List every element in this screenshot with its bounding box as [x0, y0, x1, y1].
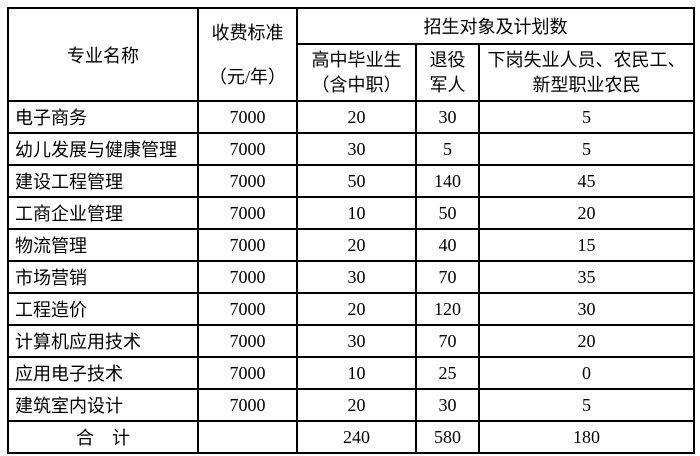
hs-grad-cell: 20 — [296, 292, 417, 326]
table-row: 建筑室内设计 7000 20 30 5 — [7, 388, 696, 422]
major-cell: 物流管理 — [7, 228, 199, 262]
major-cell: 计算机应用技术 — [7, 324, 199, 358]
header-hs-grad-line1: 高中毕业生 — [311, 49, 402, 70]
header-fee-line1: 收费标准 — [211, 22, 284, 43]
total-row: 合 计 240 580 180 — [7, 420, 696, 454]
fee-cell: 7000 — [197, 196, 298, 230]
table-row: 计算机应用技术 7000 30 70 20 — [7, 324, 696, 358]
total-label-cell: 合 计 — [7, 420, 199, 454]
header-laidoff-line1: 下岗失业人员、农民工、 — [487, 49, 686, 70]
laidoff-cell: 5 — [477, 132, 696, 166]
major-cell: 工商企业管理 — [7, 196, 199, 230]
veteran-cell: 70 — [415, 260, 480, 294]
header-hs-grad: 高中毕业生 （含中职） — [296, 43, 417, 102]
veteran-cell: 5 — [415, 132, 480, 166]
fee-cell: 7000 — [197, 292, 298, 326]
fee-cell: 7000 — [197, 356, 298, 390]
header-row-1: 专业名称 收费标准 （元/年） 招生对象及计划数 — [7, 7, 696, 102]
total-laidoff-cell: 180 — [477, 420, 696, 454]
major-cell: 建设工程管理 — [7, 164, 199, 198]
header-hs-grad-lines: 高中毕业生 （含中职） — [299, 48, 414, 98]
header-row-2: 高中毕业生 （含中职） 退役 军人 下岗失业人员、农民工、 新型职业农民 — [8, 43, 696, 102]
fee-cell: 7000 — [197, 388, 298, 422]
header-veteran-line1: 退役 — [429, 49, 466, 70]
hs-grad-cell: 50 — [296, 164, 417, 198]
major-cell: 市场营销 — [7, 260, 199, 294]
table-row: 建设工程管理 7000 50 140 45 — [7, 164, 696, 198]
major-cell: 电子商务 — [7, 100, 199, 134]
total-hs-grad-cell: 240 — [296, 420, 417, 454]
laidoff-cell: 20 — [477, 196, 696, 230]
table-row: 工商企业管理 7000 10 50 20 — [7, 196, 696, 230]
veteran-cell: 120 — [415, 292, 480, 326]
hs-grad-cell: 30 — [296, 324, 417, 358]
fee-cell: 7000 — [197, 100, 298, 134]
hs-grad-cell: 20 — [296, 228, 417, 262]
laidoff-cell: 5 — [477, 388, 696, 422]
header-fee: 收费标准 （元/年） — [197, 7, 298, 102]
laidoff-cell: 45 — [477, 164, 696, 198]
veteran-cell: 30 — [415, 388, 480, 422]
table-row: 工程造价 7000 20 120 30 — [7, 292, 696, 326]
tuition-enrollment-table: 专业名称 收费标准 （元/年） 招生对象及计划数 高中毕业生 （含中职） 退役 … — [7, 7, 696, 454]
header-major: 专业名称 — [7, 7, 199, 102]
header-hs-grad-line2: （含中职） — [311, 74, 402, 95]
hs-grad-cell: 20 — [296, 388, 417, 422]
hs-grad-cell: 10 — [296, 356, 417, 390]
major-cell: 工程造价 — [7, 292, 199, 326]
table-row: 电子商务 7000 20 30 5 — [7, 100, 696, 134]
hs-grad-cell: 10 — [296, 196, 417, 230]
major-cell: 建筑室内设计 — [7, 388, 199, 422]
header-laidoff-line2: 新型职业农民 — [532, 74, 641, 95]
veteran-cell: 140 — [415, 164, 480, 198]
major-cell: 幼儿发展与健康管理 — [7, 132, 199, 166]
laidoff-cell: 35 — [477, 260, 696, 294]
header-enrollment-group: 招生对象及计划数 — [295, 7, 696, 45]
header-laidoff: 下岗失业人员、农民工、 新型职业农民 — [477, 43, 696, 102]
header-veteran-lines: 退役 军人 — [418, 48, 477, 98]
veteran-cell: 70 — [415, 324, 480, 358]
table-row: 市场营销 7000 30 70 35 — [7, 260, 696, 294]
laidoff-cell: 15 — [477, 228, 696, 262]
veteran-cell: 25 — [415, 356, 480, 390]
total-veteran-cell: 580 — [415, 420, 480, 454]
hs-grad-cell: 30 — [296, 260, 417, 294]
header-fee-stack: 收费标准 （元/年） — [200, 22, 295, 88]
table-row: 物流管理 7000 20 40 15 — [7, 228, 696, 262]
laidoff-cell: 30 — [477, 292, 696, 326]
major-cell: 应用电子技术 — [7, 356, 199, 390]
hs-grad-cell: 20 — [296, 100, 417, 134]
veteran-cell: 40 — [415, 228, 480, 262]
laidoff-cell: 0 — [477, 356, 696, 390]
hs-grad-cell: 30 — [296, 132, 417, 166]
table-row: 应用电子技术 7000 10 25 0 — [7, 356, 696, 390]
header-laidoff-lines: 下岗失业人员、农民工、 新型职业农民 — [481, 48, 692, 98]
veteran-cell: 30 — [415, 100, 480, 134]
fee-cell: 7000 — [197, 132, 298, 166]
header-fee-line2: （元/年） — [208, 66, 286, 87]
total-fee-cell — [197, 420, 298, 454]
fee-cell: 7000 — [197, 260, 298, 294]
fee-cell: 7000 — [197, 164, 298, 198]
header-veteran: 退役 军人 — [415, 43, 480, 102]
veteran-cell: 50 — [415, 196, 480, 230]
table-row: 幼儿发展与健康管理 7000 30 5 5 — [7, 132, 696, 166]
laidoff-cell: 20 — [477, 324, 696, 358]
fee-cell: 7000 — [197, 228, 298, 262]
fee-cell: 7000 — [197, 324, 298, 358]
header-veteran-line2: 军人 — [429, 74, 466, 95]
laidoff-cell: 5 — [477, 100, 696, 134]
